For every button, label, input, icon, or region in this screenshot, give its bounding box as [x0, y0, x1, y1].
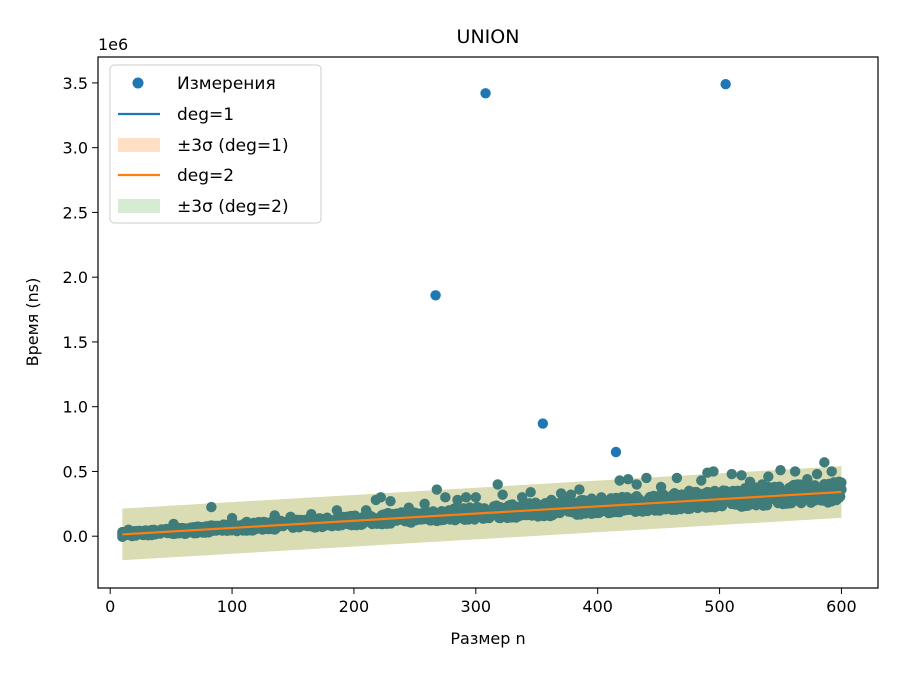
measurement-point [348, 511, 360, 522]
plot-area [117, 78, 847, 561]
legend: Измерения deg=1 ±3σ (deg=1) deg=2 ±3σ (deg=2… [109, 64, 322, 224]
measurement-point [736, 470, 747, 481]
measurement-point [811, 468, 823, 480]
x-tick-label: 0 [105, 597, 115, 616]
measurement-point [419, 498, 430, 510]
legend-label: ±3σ (deg=1) [177, 136, 289, 156]
measurement-point [720, 78, 731, 90]
y-tick-label: 0.0 [63, 527, 88, 546]
measurement-point [565, 489, 577, 500]
measurement-point [610, 446, 622, 458]
x-tick-label: 400 [582, 597, 613, 616]
measurement-point [671, 472, 683, 484]
measurement-point [555, 488, 567, 499]
x-tick-label: 500 [704, 597, 735, 616]
measurement-point [525, 486, 536, 498]
x-axis-label: Размер n [450, 629, 525, 648]
measurement-point [431, 484, 443, 495]
measurement-point [586, 493, 597, 504]
legend-swatch-band-deg2 [118, 199, 160, 213]
legend-box [109, 64, 322, 224]
y-tick-label: 3.0 [63, 139, 88, 158]
measurement-point [641, 472, 652, 484]
y-tick-label: 3.5 [63, 74, 88, 93]
measurement-point [622, 474, 634, 485]
measurement-point [708, 466, 719, 477]
measurement-point [789, 466, 801, 477]
measurement-point [516, 492, 528, 503]
measurement-point [331, 505, 343, 516]
measurement-point [285, 511, 296, 522]
measurement-point [460, 492, 472, 503]
legend-label: deg=2 [177, 166, 234, 186]
y-tick-label: 2.0 [63, 268, 88, 287]
legend-label: Измерения [177, 74, 276, 94]
y-tick-label: 2.5 [63, 203, 88, 222]
measurement-point [430, 290, 441, 301]
measurement-point [241, 516, 252, 528]
measurement-point [452, 494, 463, 506]
measurement-point [293, 516, 305, 528]
x-tick-label: 600 [826, 597, 857, 616]
legend-label: deg=1 [177, 105, 234, 125]
legend-marker-measurements [132, 77, 144, 89]
measurement-point [683, 485, 695, 497]
measurement-point [403, 502, 414, 513]
y-tick-label: 1.5 [63, 333, 88, 352]
chart-title: UNION [457, 26, 520, 48]
measurement-point [321, 512, 333, 524]
x-tick-label: 200 [339, 597, 370, 616]
measurement-point [206, 501, 217, 513]
measurement-point [537, 418, 549, 429]
axes-frame [97, 56, 879, 589]
measurement-point [470, 492, 482, 503]
measurement-point [763, 471, 774, 482]
measurement-point [802, 474, 813, 485]
measurement-point [826, 466, 837, 477]
fit-line-deg2 [122, 490, 842, 536]
measurement-point [269, 510, 280, 521]
measurement-point [375, 492, 386, 503]
measurement-point [218, 521, 229, 532]
measurement-point [306, 508, 317, 520]
measurement-point [757, 479, 768, 490]
y-tick-label: 0.5 [63, 462, 88, 481]
measurement-point [775, 464, 786, 476]
measurement-point [440, 492, 451, 503]
measurement-point [696, 475, 707, 486]
measurement-point [168, 518, 179, 530]
legend-label: ±3σ (deg=2) [177, 197, 289, 217]
measurement-point [574, 484, 585, 495]
measurement-point [385, 496, 396, 507]
y-tick-label: 1.0 [63, 398, 88, 417]
measurement-point [614, 475, 625, 486]
y-axis-label: Время (ns) [23, 278, 42, 367]
x-tick-label: 100 [217, 597, 248, 616]
measurement-point [596, 492, 607, 503]
measurement-point [226, 512, 238, 524]
legend-swatch-band-deg1 [118, 138, 160, 152]
measurement-point [492, 479, 503, 490]
measurement-point [655, 481, 667, 493]
measurement-point [497, 489, 508, 500]
measurement-point [744, 476, 756, 487]
axes: 0 100 200 300 400 500 600 0.0 0.5 1.0 1.5 2.0 2.5 3.0… [63, 74, 857, 616]
x-tick-label: 300 [461, 597, 492, 616]
y-scale-label: 1e6 [98, 35, 128, 54]
measurement-point [360, 505, 372, 516]
measurement-point [123, 524, 134, 535]
measurement-point [546, 494, 557, 506]
measurement-point [631, 479, 642, 490]
measurement-point [480, 88, 491, 99]
measurement-point [180, 523, 191, 534]
measurement-point [726, 468, 737, 480]
measurement-point [819, 457, 830, 468]
